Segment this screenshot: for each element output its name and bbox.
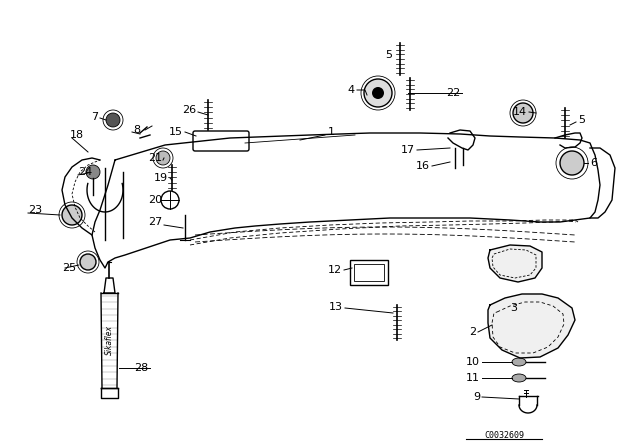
- Text: 22: 22: [445, 88, 460, 98]
- Text: 21: 21: [148, 153, 162, 163]
- Text: 6: 6: [590, 158, 597, 168]
- Ellipse shape: [512, 358, 526, 366]
- Text: 8: 8: [133, 125, 140, 135]
- Text: 25: 25: [62, 263, 76, 273]
- Text: 27: 27: [148, 217, 162, 227]
- Text: 9: 9: [473, 392, 480, 402]
- Circle shape: [86, 165, 100, 179]
- Text: 14: 14: [513, 107, 527, 117]
- Text: 23: 23: [28, 205, 42, 215]
- Text: 12: 12: [328, 265, 342, 275]
- Circle shape: [156, 151, 170, 165]
- Text: 1: 1: [328, 127, 335, 137]
- Circle shape: [106, 113, 120, 127]
- Ellipse shape: [512, 374, 526, 382]
- Text: 13: 13: [329, 302, 343, 312]
- Circle shape: [364, 79, 392, 107]
- Text: 3: 3: [510, 303, 517, 313]
- Text: 5: 5: [578, 115, 585, 125]
- Bar: [354, 264, 384, 281]
- Bar: [350, 260, 388, 285]
- Text: 28: 28: [134, 363, 148, 373]
- Text: 4: 4: [348, 85, 355, 95]
- Circle shape: [513, 103, 533, 123]
- Circle shape: [560, 151, 584, 175]
- Text: 17: 17: [401, 145, 415, 155]
- Text: 10: 10: [466, 357, 480, 367]
- Circle shape: [372, 87, 384, 99]
- Text: 15: 15: [169, 127, 183, 137]
- Polygon shape: [488, 294, 575, 358]
- Text: 11: 11: [466, 373, 480, 383]
- Text: 5: 5: [385, 50, 392, 60]
- Circle shape: [80, 254, 96, 270]
- Text: 26: 26: [182, 105, 196, 115]
- Text: 7: 7: [91, 112, 98, 122]
- Text: 18: 18: [70, 130, 84, 140]
- Text: C0032609: C0032609: [484, 431, 524, 440]
- Text: 19: 19: [154, 173, 168, 183]
- Text: 2: 2: [469, 327, 476, 337]
- Text: 20: 20: [148, 195, 162, 205]
- Text: Sikaflex: Sikaflex: [105, 325, 114, 355]
- Circle shape: [62, 205, 82, 225]
- Text: 16: 16: [416, 161, 430, 171]
- Polygon shape: [488, 245, 542, 282]
- Text: 24: 24: [78, 167, 92, 177]
